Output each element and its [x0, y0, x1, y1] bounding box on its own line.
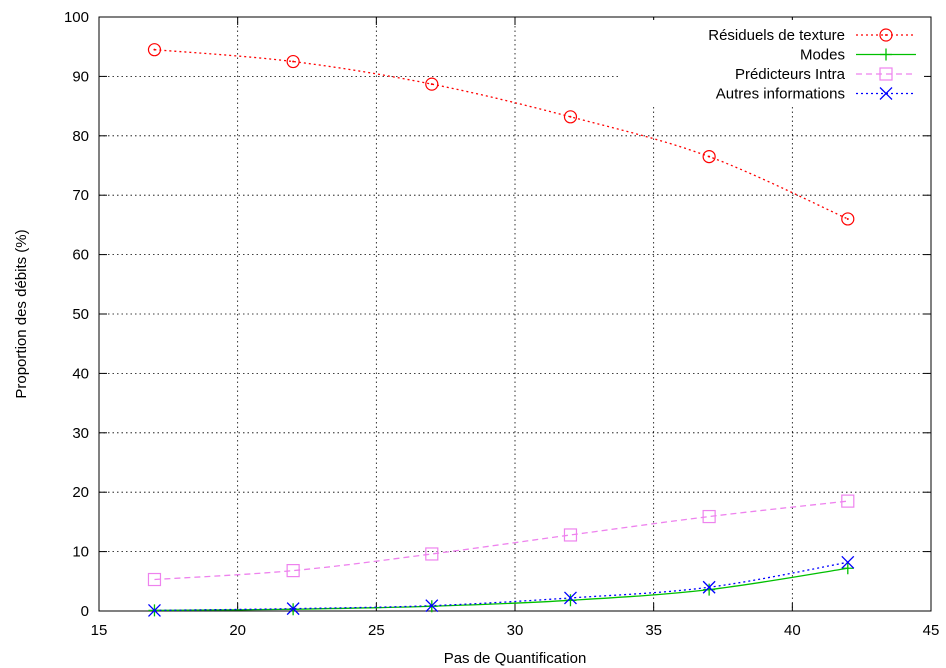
x-tick-label: 45: [923, 622, 940, 639]
y-tick-label: 10: [72, 544, 89, 561]
y-tick-label: 100: [64, 9, 89, 26]
data-point-x: [702, 580, 716, 594]
y-tick-label: 20: [72, 484, 89, 501]
data-point-plus: [880, 48, 892, 61]
data-point-dot: [885, 34, 887, 36]
legend: Résiduels de texture Modes Prédicteurs Int…: [618, 20, 924, 106]
data-point-dot: [569, 115, 572, 118]
data-point-square: [563, 528, 578, 542]
series-line: [154, 500, 848, 581]
y-axis-label: Proportion des débits (%): [13, 229, 30, 398]
data-point-circle: [841, 212, 855, 226]
data-point-plus: [703, 583, 716, 596]
legend-label: Modes: [800, 47, 845, 64]
data-point-circle: [702, 149, 716, 164]
data-point-square: [702, 509, 716, 524]
series-3: [147, 494, 855, 587]
data-point-dot: [430, 83, 433, 86]
y-tick-label: 70: [72, 187, 89, 204]
data-point-circle: [286, 54, 300, 69]
data-point-square: [286, 564, 300, 578]
y-tick-label: 50: [72, 306, 89, 323]
data-point-square: [879, 67, 893, 81]
y-tick-label: 30: [72, 425, 89, 442]
x-tick-label: 40: [784, 622, 801, 639]
axis-ticks: 0 10 20 30 40 50 60 70 80 90 100 15 20 25 30 35 40 45: [64, 9, 939, 639]
series-1: [147, 43, 855, 226]
data-point-plus: [564, 594, 577, 607]
series-line: [154, 561, 848, 612]
y-tick-label: 40: [72, 365, 89, 382]
y-tick-label: 90: [72, 68, 89, 85]
series-lines: [147, 43, 855, 617]
legend-label: Résiduels de texture: [708, 27, 845, 44]
data-point-dot: [846, 217, 849, 220]
data-point-circle: [563, 110, 578, 124]
series-line: [154, 567, 848, 612]
legend-background: [618, 20, 924, 106]
y-tick-label: 60: [72, 247, 89, 264]
data-point-plus: [841, 562, 854, 575]
data-point-square: [147, 572, 162, 587]
series-4: [148, 555, 855, 617]
x-tick-label: 35: [645, 622, 662, 639]
data-point-dot: [153, 48, 156, 51]
x-tick-label: 25: [368, 622, 385, 639]
y-tick-label: 0: [81, 603, 89, 620]
y-tick-label: 80: [72, 128, 89, 145]
data-point-x: [841, 555, 855, 569]
data-point-circle: [147, 43, 162, 57]
data-point-x: [564, 591, 577, 605]
series-2: [148, 562, 854, 617]
data-point-x: [148, 603, 161, 617]
data-point-circle: [425, 77, 439, 91]
legend-label: Prédicteurs Intra: [735, 66, 846, 83]
data-point-dot: [292, 60, 295, 63]
x-tick-label: 30: [507, 622, 524, 639]
data-point-x: [879, 87, 893, 100]
data-point-x: [286, 602, 300, 616]
data-point-x: [425, 599, 439, 613]
grid: [99, 17, 931, 611]
x-tick-label: 15: [91, 622, 108, 639]
series-line: [154, 49, 849, 220]
data-point-dot: [708, 155, 711, 158]
data-point-square: [841, 494, 855, 508]
x-axis-label: Pas de Quantification: [444, 650, 587, 667]
legend-label: Autres informations: [716, 86, 845, 103]
x-tick-label: 20: [229, 622, 246, 639]
data-point-square: [425, 547, 439, 561]
data-point-circle: [879, 28, 893, 42]
